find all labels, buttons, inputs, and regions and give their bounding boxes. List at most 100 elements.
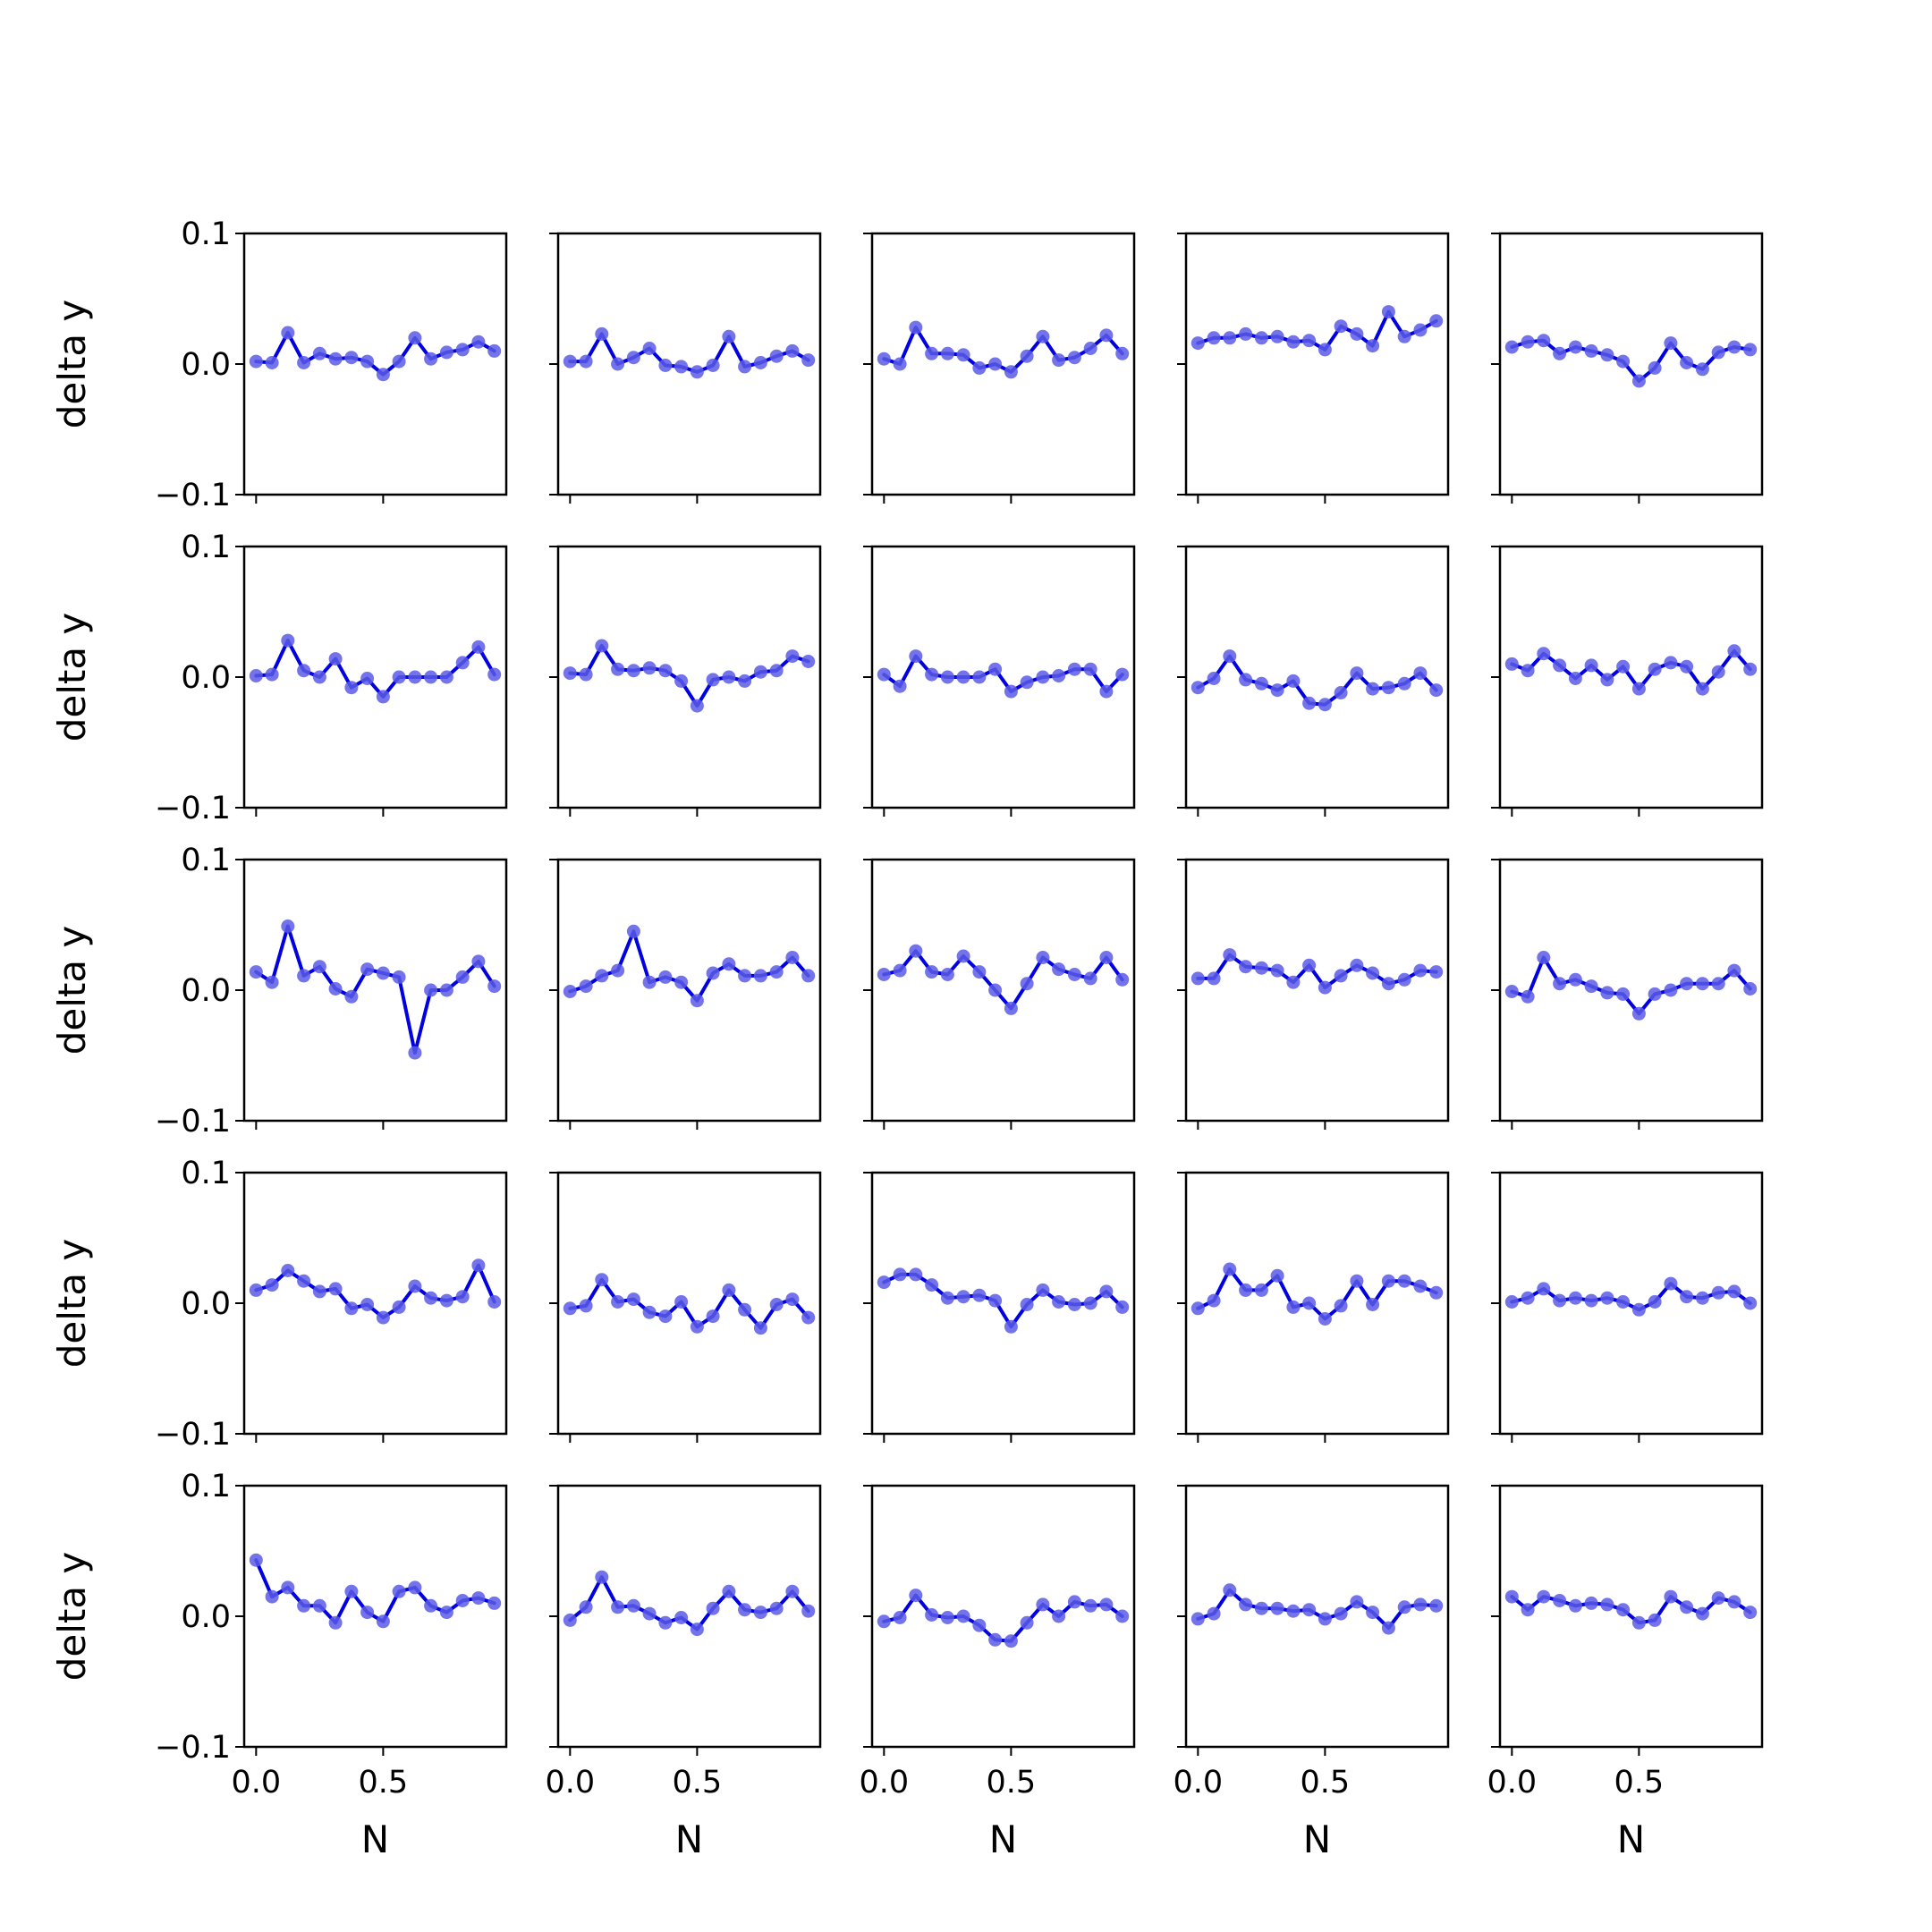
data-point [1350, 1274, 1364, 1288]
data-point [877, 1614, 891, 1629]
data-point [563, 985, 577, 998]
data-point [626, 664, 640, 678]
data-point [642, 1305, 657, 1319]
data-point [690, 994, 704, 1008]
data-point [1254, 1601, 1268, 1615]
data-point [1381, 681, 1395, 695]
data-point [1664, 656, 1678, 670]
data-point [1711, 665, 1725, 679]
data-point [344, 1584, 359, 1598]
data-point [1318, 1312, 1332, 1326]
axes-frame [870, 545, 1136, 809]
data-point [909, 320, 923, 335]
data-point [1504, 340, 1519, 354]
data-point [753, 1321, 767, 1335]
data-point [595, 326, 609, 341]
subplot [863, 1171, 1136, 1443]
data-point [1743, 662, 1758, 676]
data-point [1397, 676, 1411, 691]
data-point [909, 944, 923, 958]
data-point [1568, 672, 1582, 685]
data-point [956, 949, 970, 963]
data-point [1350, 958, 1364, 972]
data-point [1381, 305, 1395, 319]
data-point [487, 667, 502, 682]
x-tick-label: 0.5 [673, 1765, 723, 1801]
data-point [392, 354, 406, 369]
data-point [1334, 969, 1348, 983]
data-point [328, 982, 343, 996]
data-point [595, 1273, 609, 1287]
series-line [882, 1272, 1124, 1329]
data-point [408, 670, 422, 684]
data-point [1083, 662, 1097, 676]
data-point [249, 1553, 263, 1567]
data-point [1521, 989, 1535, 1004]
data-point [1115, 1609, 1130, 1623]
y-axis-label: delta y [50, 1552, 94, 1682]
data-point [344, 681, 359, 695]
axes-frame [1184, 858, 1450, 1123]
series-line [254, 1263, 496, 1320]
data-point [785, 343, 800, 358]
data-point [1616, 354, 1631, 369]
data-point [1680, 1290, 1694, 1304]
series-line [1510, 648, 1752, 691]
data-point [1631, 1615, 1646, 1630]
data-point [909, 1589, 923, 1603]
data-point [940, 670, 954, 684]
data-point [439, 345, 453, 360]
data-point [1366, 682, 1380, 696]
data-point [1584, 1293, 1598, 1308]
data-point [1504, 1295, 1519, 1309]
y-tick-label: 0.0 [181, 1286, 231, 1322]
axes-frame [242, 1484, 508, 1749]
data-point [1286, 335, 1301, 349]
data-point [595, 1570, 609, 1584]
subplot: 0.0 0.5 N [545, 1484, 822, 1861]
data-point [1254, 331, 1268, 345]
x-tick-label: 0.5 [1301, 1765, 1351, 1801]
data-point [626, 1292, 640, 1307]
subplot [549, 545, 822, 817]
data-point [376, 966, 390, 980]
data-point [439, 670, 453, 684]
data-point [1099, 684, 1114, 699]
axes-frame [556, 1484, 822, 1749]
data-point [1521, 335, 1535, 349]
data-point [1631, 682, 1646, 696]
subplot [1491, 232, 1764, 504]
data-point [471, 954, 486, 969]
data-point [360, 962, 375, 977]
data-point [1711, 345, 1725, 360]
data-point [1020, 977, 1034, 991]
data-point [1616, 1295, 1631, 1309]
data-point [579, 979, 593, 994]
data-point [579, 1299, 593, 1313]
series-line [882, 654, 1124, 694]
data-point [563, 354, 577, 369]
data-point [1504, 1589, 1519, 1604]
data-point [281, 1264, 295, 1277]
data-point [658, 1309, 673, 1324]
data-point [1083, 1296, 1097, 1310]
data-point [1680, 659, 1694, 674]
data-point [1616, 1603, 1631, 1617]
data-point [674, 1295, 689, 1309]
series-line [568, 332, 810, 374]
data-point [801, 353, 816, 368]
data-point [722, 1283, 736, 1297]
data-point [344, 351, 359, 365]
x-axis-label: N [675, 1818, 703, 1861]
data-point [424, 352, 438, 366]
data-point [1680, 977, 1694, 991]
data-point [1334, 686, 1348, 699]
data-point [1067, 1298, 1081, 1311]
data-point [1099, 1284, 1114, 1299]
y-tick-label: 0.0 [181, 973, 231, 1009]
axes-frame [556, 1171, 822, 1436]
data-point [1334, 319, 1348, 334]
subplot: −0.1 0.0 0.1 delta y [50, 216, 508, 513]
data-point [1600, 1597, 1614, 1612]
data-point [690, 1623, 704, 1637]
